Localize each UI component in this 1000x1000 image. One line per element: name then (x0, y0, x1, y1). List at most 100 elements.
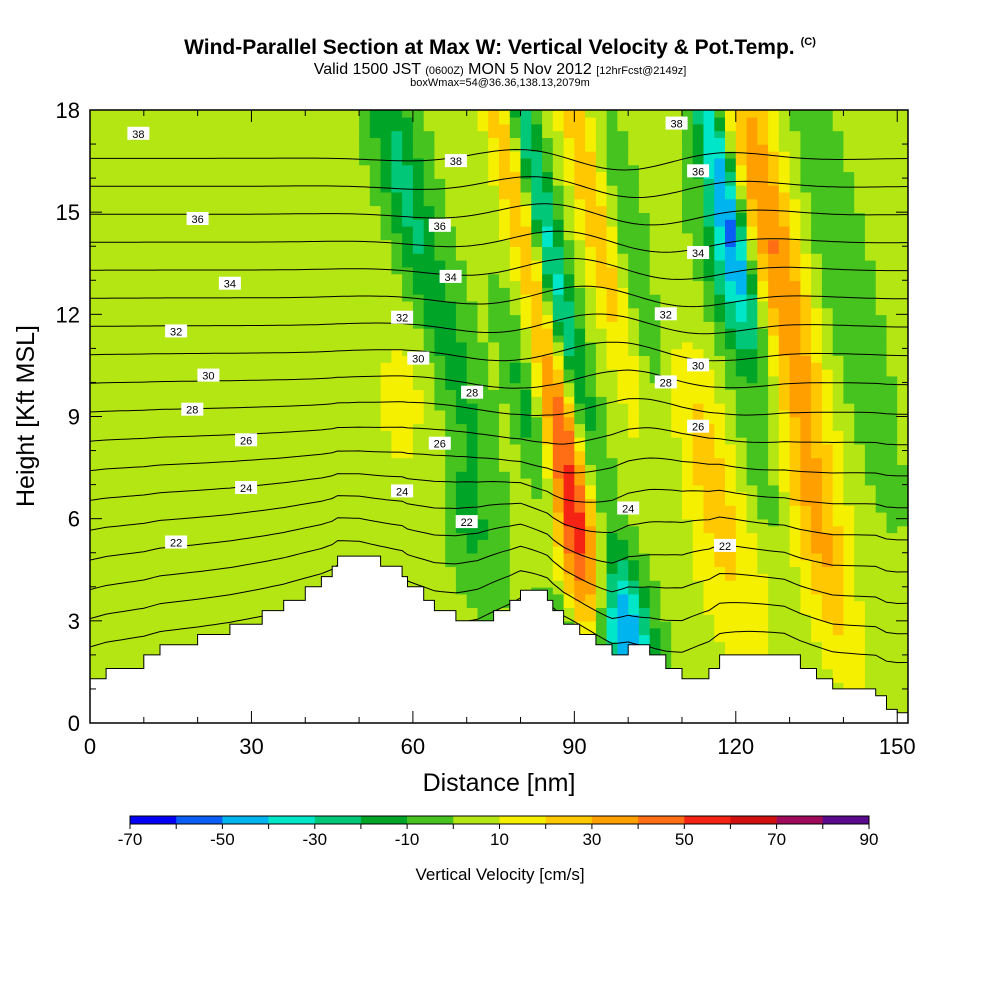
field-cell (574, 389, 586, 397)
field-cell (273, 341, 285, 350)
field-cell (671, 389, 683, 397)
field-cell (617, 586, 629, 595)
field-cell (595, 511, 608, 520)
field-cell (380, 532, 393, 540)
field-cell (154, 477, 167, 486)
field-cell (208, 287, 220, 295)
field-cell (402, 382, 414, 390)
field-cell (154, 416, 167, 425)
field-cell (692, 341, 705, 350)
field-cell (273, 498, 285, 506)
field-cell (746, 430, 759, 438)
field-cell (143, 389, 156, 397)
field-cell (714, 471, 726, 479)
field-cell (337, 355, 350, 363)
field-cell (197, 498, 210, 506)
field-cell (585, 430, 597, 438)
field-cell (520, 293, 533, 302)
field-cell (499, 396, 511, 404)
field-cell (746, 511, 759, 520)
field-cell (768, 648, 780, 656)
field-cell (671, 368, 683, 377)
field-cell (638, 607, 651, 615)
field-cell (90, 552, 102, 561)
field-cell (509, 416, 522, 425)
field-cell (768, 423, 780, 431)
field-cell (90, 450, 102, 459)
field-cell (100, 627, 113, 636)
field-cell (800, 580, 812, 588)
field-cell (757, 634, 769, 643)
field-cell (197, 464, 210, 472)
field-cell (133, 634, 145, 643)
field-cell (574, 593, 586, 602)
field-cell (725, 586, 737, 595)
field-cell (778, 532, 791, 540)
field-cell (100, 566, 113, 574)
field-cell (886, 471, 899, 479)
field-cell (122, 518, 134, 527)
field-cell (746, 450, 759, 459)
field-cell (90, 300, 102, 309)
field-cell (671, 402, 683, 411)
field-cell (628, 477, 640, 486)
field-cell (412, 539, 425, 547)
field-cell (875, 539, 888, 547)
field-cell (585, 348, 597, 356)
field-cell (240, 491, 253, 499)
field-cell (509, 341, 522, 350)
field-cell (811, 382, 823, 390)
field-cell (176, 273, 188, 282)
field-cell (832, 505, 845, 513)
field-cell (337, 545, 350, 554)
field-cell (488, 464, 500, 472)
field-cell (294, 382, 307, 390)
field-cell (800, 525, 812, 534)
field-cell (369, 498, 382, 506)
field-cell (595, 477, 608, 486)
field-cell (122, 491, 134, 499)
field-cell (671, 525, 683, 534)
field-cell (111, 661, 124, 670)
field-cell (466, 273, 479, 282)
field-cell (219, 450, 231, 459)
field-cell (886, 464, 899, 472)
field-cell (714, 573, 726, 581)
field-cell (477, 545, 490, 554)
field-cell (789, 280, 802, 288)
field-cell (542, 328, 554, 336)
field-cell (886, 668, 899, 677)
field-cell (832, 436, 845, 445)
field-cell (434, 600, 446, 608)
field-cell (294, 423, 307, 431)
field-cell (606, 375, 619, 384)
field-cell (219, 607, 231, 615)
field-cell (703, 648, 716, 656)
field-cell (821, 654, 834, 663)
field-cell (348, 321, 360, 329)
field-cell (692, 545, 705, 554)
field-cell (897, 362, 908, 370)
field-cell (789, 436, 802, 445)
field-cell (789, 293, 802, 302)
field-cell (864, 648, 877, 656)
field-cell (133, 348, 145, 356)
field-cell (445, 566, 457, 574)
field-cell (305, 505, 317, 513)
field-cell (434, 402, 446, 411)
field-cell (843, 464, 855, 472)
field-cell (875, 307, 888, 316)
field-cell (531, 436, 543, 445)
field-cell (606, 477, 619, 486)
field-cell (563, 566, 576, 574)
field-cell (391, 505, 403, 513)
field-cell (305, 409, 317, 418)
field-cell (197, 402, 210, 411)
field-cell (133, 334, 145, 343)
field-cell (294, 491, 307, 499)
field-cell (402, 287, 414, 295)
field-cell (692, 552, 705, 561)
field-cell (208, 525, 220, 534)
field-cell (455, 484, 468, 493)
field-cell (778, 593, 791, 602)
